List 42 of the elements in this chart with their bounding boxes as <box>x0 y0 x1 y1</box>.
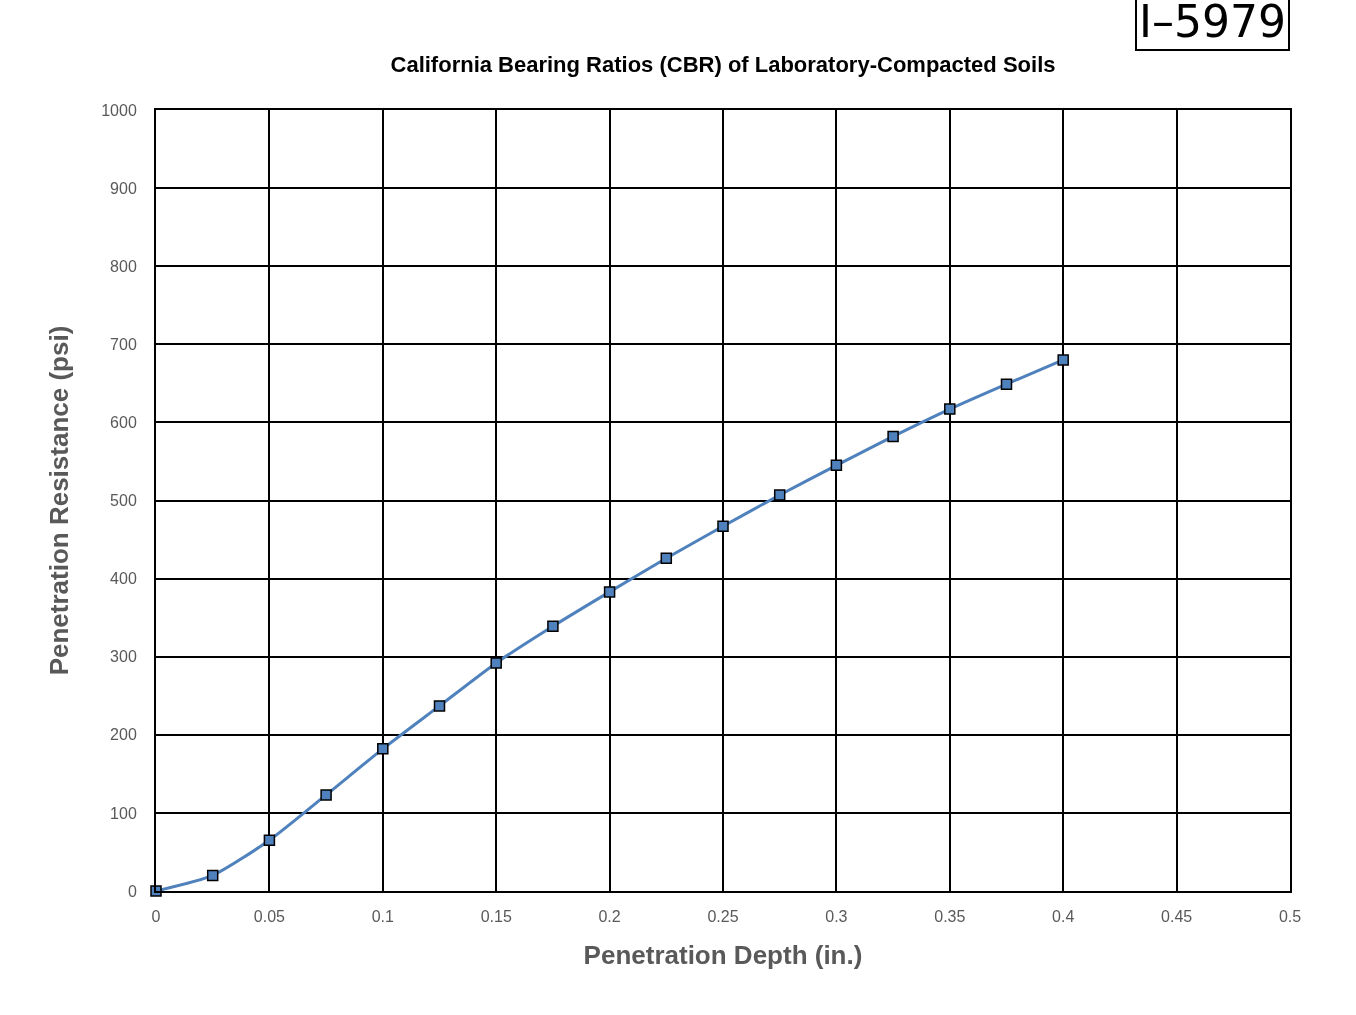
point <box>603 586 616 598</box>
x-tick-label: 0.5 <box>1278 908 1302 926</box>
point <box>206 869 219 882</box>
x-tick-label: 0.05 <box>253 908 286 926</box>
point <box>1057 354 1069 366</box>
point <box>433 700 446 712</box>
point <box>547 620 559 632</box>
x-tick-label: 0.2 <box>598 908 621 926</box>
text: I–5979 <box>1139 0 1286 47</box>
point <box>320 789 332 801</box>
point <box>377 743 389 755</box>
y-tick-label: 200 <box>110 726 137 744</box>
y-tick-label: 400 <box>110 570 137 588</box>
x-tick-label: 0.15 <box>480 908 512 926</box>
x-tick-label: 0.45 <box>1161 908 1193 926</box>
x-tick-label: 0.4 <box>1052 908 1075 926</box>
point <box>773 489 786 501</box>
point <box>830 459 843 472</box>
point <box>944 403 956 415</box>
x-tick-label: 0.35 <box>934 908 966 926</box>
chart-title: California Bearing Ratios (CBR) of Laboratory-Compacted Soils <box>390 52 1056 78</box>
x-tick-label: 0.1 <box>371 908 395 926</box>
y-tick-label: 0 <box>127 882 137 900</box>
y-tick-label: 1000 <box>101 101 137 119</box>
point <box>660 552 673 565</box>
y-tick-label: 800 <box>110 257 137 275</box>
y-tick-label: 500 <box>110 492 137 510</box>
x-tick-label: 0.25 <box>707 908 739 926</box>
point <box>263 834 276 846</box>
y-tick-label: 900 <box>110 179 137 197</box>
point <box>887 430 899 443</box>
y-tick-label: 600 <box>110 414 137 431</box>
point <box>490 657 502 669</box>
y-tick-label: 300 <box>110 648 137 666</box>
y-axis-title: Penetration Resistance (psi) <box>44 325 75 676</box>
point <box>1000 378 1013 390</box>
y-tick-label: 700 <box>110 335 137 353</box>
x-axis-title: Penetration Depth (in.) <box>583 940 863 971</box>
x-tick-label: 0 <box>151 908 161 926</box>
point <box>717 520 729 533</box>
y-tick-label: 100 <box>110 804 137 822</box>
x-tick-label: 0.3 <box>825 908 848 926</box>
